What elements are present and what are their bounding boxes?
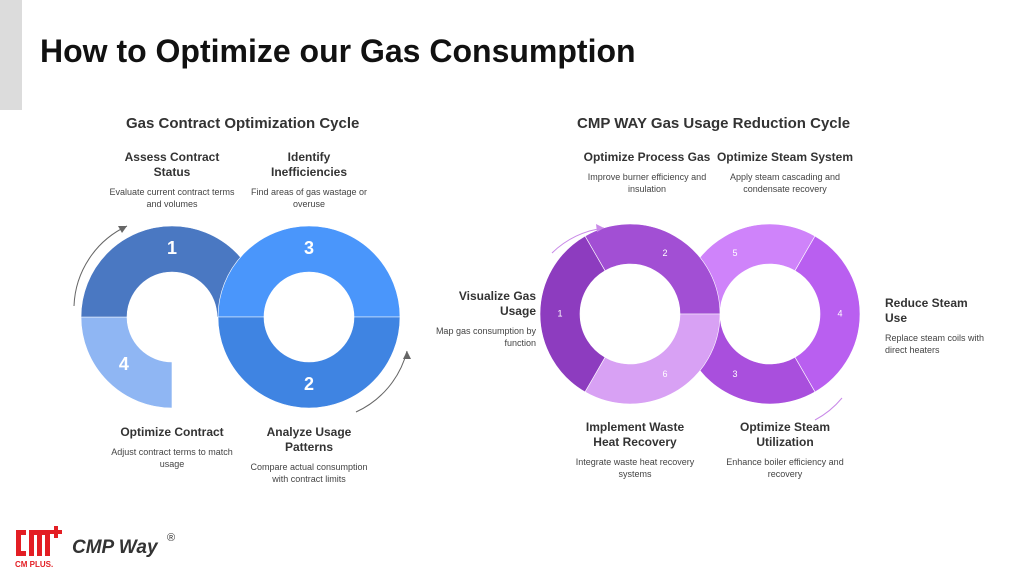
right-step-6: Implement Waste Heat Recovery Integrate … (572, 420, 698, 480)
right-segment-1-number: 1 (557, 308, 562, 318)
left-step-4-desc: Adjust contract terms to match usage (111, 447, 233, 469)
right-diagram-title: CMP WAY Gas Usage Reduction Cycle (577, 115, 851, 132)
right-step-6-heading: Implement Waste Heat Recovery (585, 420, 685, 449)
left-segment-4 (80, 316, 173, 409)
right-step-3-desc: Enhance boiler efficiency and recovery (726, 457, 844, 479)
right-segment-2 (584, 223, 721, 315)
right-arrow-bottom (814, 397, 843, 421)
right-step-5-desc: Apply steam cascading and condensate rec… (729, 172, 841, 194)
left-diagram-title: Gas Contract Optimization Cycle (126, 115, 360, 132)
left-step-4-heading: Optimize Contract (120, 425, 224, 439)
right-step-4: Reduce Steam Use Replace steam coils wit… (885, 296, 985, 356)
right-step-4-desc: Replace steam coils with direct heaters (885, 333, 985, 355)
right-segment-6-number: 6 (662, 369, 667, 379)
right-step-3-heading: Optimize Steam Utilization (739, 420, 831, 449)
left-arrow-bottom-head (403, 351, 411, 359)
left-step-4: Optimize Contract Adjust contract terms … (108, 425, 236, 470)
left-arrow-bottom (355, 350, 408, 413)
right-segment-5-number: 5 (732, 248, 737, 258)
right-step-2-desc: Improve burner efficiency and insulation (587, 172, 707, 194)
left-arrow-top-head (118, 226, 127, 233)
right-step-3: Optimize Steam Utilization Enhance boile… (710, 420, 860, 480)
left-step-1-heading: Assess Contract Status (124, 150, 220, 179)
right-segment-1 (539, 235, 606, 393)
left-step-1: Assess Contract Status Evaluate current … (108, 150, 236, 210)
left-arrow-top (73, 225, 128, 307)
right-segment-4 (794, 235, 861, 393)
right-step-5-heading: Optimize Steam System (716, 150, 854, 164)
right-step-1-desc: Map gas consumption by function (435, 326, 536, 348)
accent-bar (0, 0, 22, 110)
left-segment-2-number: 2 (304, 374, 314, 394)
right-step-2-heading: Optimize Process Gas (583, 150, 711, 164)
page-title: How to Optimize our Gas Consumption (40, 33, 636, 69)
left-step-2: Analyze Usage Patterns Compare actual co… (246, 425, 372, 485)
left-segment-3-number: 3 (304, 238, 314, 258)
right-segment-6 (584, 313, 721, 405)
left-step-1-desc: Evaluate current contract terms and volu… (109, 187, 235, 209)
left-step-3: Identify Inefficiencies Find areas of ga… (249, 150, 369, 210)
left-segment-2 (217, 316, 401, 409)
right-step-4-heading: Reduce Steam Use (885, 296, 968, 325)
cm-plus-logo: CM PLUS. (15, 526, 62, 569)
right-segment-4-number: 4 (837, 308, 842, 318)
right-step-1: Visualize Gas Usage Map gas consumption … (430, 289, 536, 349)
left-segment-3 (217, 225, 401, 318)
brand-name: CMP Way (72, 537, 158, 558)
left-step-2-desc: Compare actual consumption with contract… (250, 462, 368, 484)
cm-plus-logo-text: CM PLUS. (15, 560, 53, 569)
left-step-3-desc: Find areas of gas wastage or overuse (250, 187, 368, 209)
left-segment-1-number: 1 (167, 238, 177, 258)
right-segment-3-number: 3 (732, 369, 737, 379)
right-arrow-top-head (596, 224, 604, 232)
right-step-6-desc: Integrate waste heat recovery systems (575, 457, 695, 479)
right-step-2: Optimize Process Gas Improve burner effi… (572, 150, 722, 195)
right-step-5: Optimize Steam System Apply steam cascad… (710, 150, 860, 195)
right-step-1-heading: Visualize Gas Usage (458, 289, 536, 318)
left-step-2-heading: Analyze Usage Patterns (266, 425, 352, 454)
left-step-3-heading: Identify Inefficiencies (270, 150, 348, 179)
left-segment-4-number: 4 (119, 354, 129, 374)
registered-mark: ® (167, 532, 176, 544)
right-segment-2-number: 2 (662, 248, 667, 258)
